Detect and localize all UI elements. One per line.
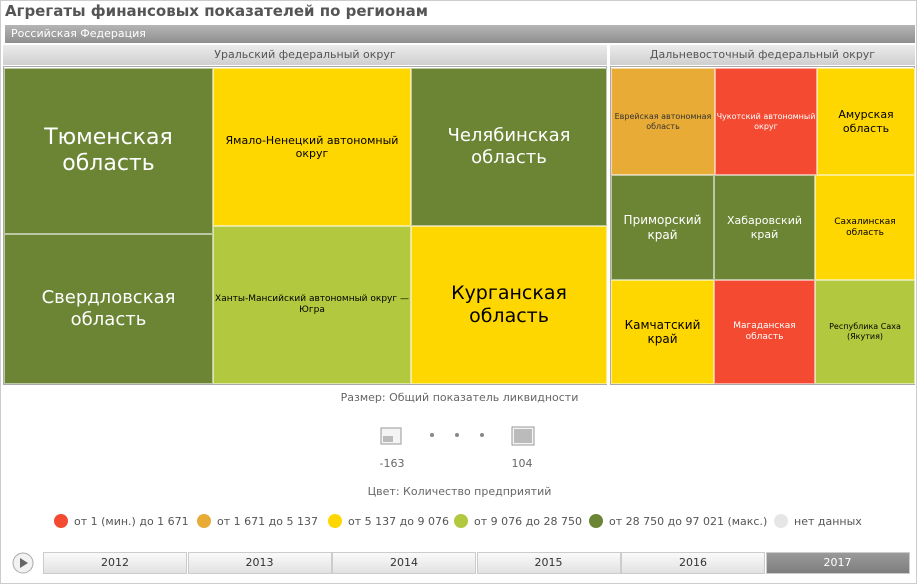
legend-swatch	[197, 514, 211, 528]
treemap-cell[interactable]: Курганская область	[411, 226, 607, 384]
year-tab[interactable]: 2012	[43, 552, 187, 574]
legend-label: нет данных	[794, 514, 862, 528]
play-button[interactable]	[12, 551, 36, 575]
year-tab[interactable]: 2013	[187, 552, 332, 574]
legend-label: от 5 137 до 9 076	[348, 514, 449, 528]
size-max: 104	[511, 457, 533, 470]
treemap-cell[interactable]: Сахалинская область	[815, 175, 915, 280]
legend-swatch	[774, 514, 788, 528]
treemap-cell[interactable]: Свердловская область	[4, 234, 213, 384]
dot	[480, 433, 484, 437]
year-tab[interactable]: 2017	[765, 552, 910, 574]
dot	[430, 433, 434, 437]
year-tab[interactable]: 2015	[476, 552, 621, 574]
page-title: Агрегаты финансовых показателей по регио…	[5, 2, 428, 20]
year-tab[interactable]: 2014	[332, 552, 476, 574]
treemap-cell[interactable]: Еврейская автономная область	[611, 68, 715, 175]
treemap-cell[interactable]: Чукотский автономный округ	[715, 68, 817, 175]
treemap-cell[interactable]: Хабаровский край	[714, 175, 815, 280]
legend-item[interactable]: от 28 750 до 97 021 (макс.)	[589, 514, 767, 528]
root-header[interactable]: Российская Федерация	[5, 25, 915, 43]
treemap-cell[interactable]: Камчатский край	[611, 280, 714, 384]
treemap-cell[interactable]: Челябинская область	[411, 68, 607, 226]
legend-item[interactable]: нет данных	[774, 514, 862, 528]
size-legend-icons	[380, 426, 535, 446]
treemap-cell[interactable]: Приморский край	[611, 175, 714, 280]
size-legend-label: Размер: Общий показатель ликвидности	[340, 391, 579, 404]
legend-swatch	[328, 514, 342, 528]
legend-swatch	[54, 514, 68, 528]
legend-swatch	[589, 514, 603, 528]
color-legend-label: Цвет: Количество предприятий	[367, 485, 552, 498]
large-icon-fill	[514, 429, 532, 443]
group-header[interactable]: Уральский федеральный округ	[3, 45, 607, 65]
treemap-cell[interactable]: Тюменская область	[4, 68, 213, 234]
legend-item[interactable]: от 1 671 до 5 137	[197, 514, 318, 528]
small-icon-fill	[383, 436, 393, 442]
legend-label: от 1 671 до 5 137	[217, 514, 318, 528]
legend-label: от 28 750 до 97 021 (макс.)	[609, 514, 768, 528]
legend-label: от 1 (мин.) до 1 671	[74, 514, 189, 528]
legend-swatch	[454, 514, 468, 528]
year-tab[interactable]: 2016	[621, 552, 765, 574]
legend-item[interactable]: от 5 137 до 9 076	[328, 514, 449, 528]
treemap-cell[interactable]: Амурская область	[817, 68, 915, 175]
legend-label: от 9 076 до 28 750	[474, 514, 582, 528]
treemap-cell[interactable]: Республика Саха (Якутия)	[815, 280, 915, 384]
group-header[interactable]: Дальневосточный федеральный округ	[610, 45, 915, 65]
dot	[455, 433, 459, 437]
size-min: -163	[379, 457, 405, 470]
treemap-cell[interactable]: Ямало-Ненецкий автономный округ	[213, 68, 411, 226]
legend-item[interactable]: от 9 076 до 28 750	[454, 514, 582, 528]
legend-item[interactable]: от 1 (мин.) до 1 671	[54, 514, 189, 528]
treemap-cell[interactable]: Ханты-Мансийский автономный округ — Югра	[213, 226, 411, 384]
treemap-cell[interactable]: Магаданская область	[714, 280, 815, 384]
